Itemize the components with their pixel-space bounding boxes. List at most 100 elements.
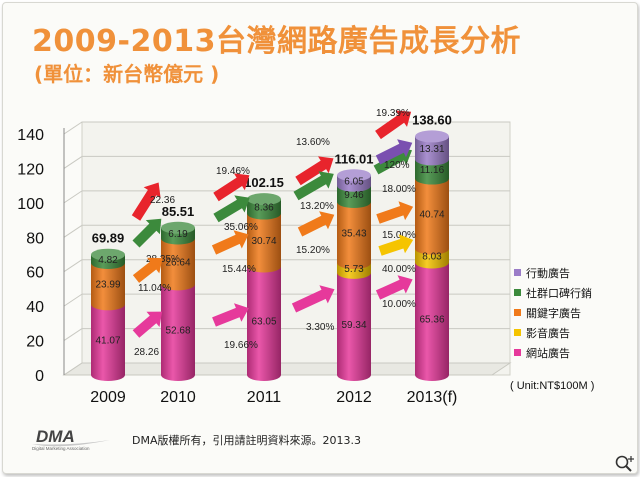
- bar-top-cap: [247, 193, 281, 206]
- growth-label: 22.36: [150, 195, 175, 206]
- growth-label: 13.60%: [296, 137, 330, 148]
- bar-value-label: 11.16: [420, 165, 445, 176]
- gridline-depth: [63, 224, 83, 238]
- growth-arrow: [211, 230, 249, 255]
- legend-swatch: [514, 349, 521, 356]
- page-title: 2009-2013台灣網路廣告成長分析: [32, 24, 521, 59]
- bar-segment-2013(f): [415, 262, 449, 381]
- bar-segment-2011: [247, 266, 281, 381]
- y-tick-label: 100: [17, 196, 44, 213]
- growth-label: 15.44%: [222, 264, 256, 275]
- growth-arrow: [293, 171, 334, 201]
- bar-value-label: 26.64: [165, 257, 190, 268]
- y-tick-label: 40: [26, 299, 44, 316]
- growth-arrow: [375, 139, 413, 165]
- growth-arrow: [378, 234, 414, 256]
- growth-arrow: [132, 257, 163, 283]
- bar-value-label: 52.68: [165, 326, 190, 337]
- bar-value-label: 9.46: [344, 190, 364, 201]
- bar-top-cap: [415, 130, 449, 143]
- bar-value-label: 6.19: [168, 229, 188, 240]
- legend-swatch: [514, 329, 521, 336]
- bar-total-label: 138.60: [412, 112, 452, 127]
- legend-swatch: [514, 289, 521, 296]
- growth-label: 28.35%: [146, 254, 180, 265]
- growth-arrow: [295, 156, 334, 186]
- x-tick-label: 2012: [336, 389, 372, 406]
- bar-value-label: 8.03: [422, 252, 442, 263]
- x-tick-label: 2010: [160, 389, 196, 406]
- bar-total-label: 102.15: [244, 175, 284, 190]
- bar-value-label: 6.05: [344, 177, 364, 188]
- bar-segment-2011: [247, 213, 281, 273]
- bar-segment-2013(f): [415, 178, 449, 255]
- bar-top-cap: [337, 169, 371, 182]
- y-tick-label: 140: [17, 127, 44, 144]
- growth-label: 10.00%: [382, 299, 416, 310]
- growth-label: 15.20%: [296, 245, 330, 256]
- footer: DMA Digital Marketing Association DMA版權所…: [30, 426, 450, 452]
- x-tick-label: 2013(f): [407, 389, 458, 406]
- bar-segment-2009: [91, 263, 125, 311]
- y-tick-label: 60: [26, 265, 44, 282]
- y-tick-label: 20: [26, 334, 44, 351]
- growth-arrow: [132, 311, 163, 338]
- bar-value-label: 35.43: [341, 228, 366, 239]
- growth-arrow: [373, 147, 412, 175]
- growth-arrow: [213, 195, 250, 223]
- legend-swatch: [514, 309, 521, 316]
- bar-total-label: 116.01: [334, 151, 373, 166]
- growth-label: 18.00%: [382, 184, 416, 195]
- x-tick-label: 2009: [90, 389, 126, 406]
- svg-text:DMA: DMA: [36, 427, 75, 446]
- growth-arrow: [132, 218, 162, 248]
- growth-arrow: [375, 275, 413, 300]
- gridline-depth: [63, 362, 83, 376]
- growth-arrow: [376, 201, 414, 224]
- bar-top-cap: [161, 221, 195, 234]
- bar-segment-2010: [161, 238, 195, 291]
- bar-segment-2012: [337, 272, 371, 381]
- growth-label: 11.04%: [138, 283, 171, 294]
- zoom-icon[interactable]: [614, 454, 636, 474]
- dma-logo: DMA Digital Marketing Association: [32, 427, 110, 451]
- growth-arrow: [131, 182, 161, 221]
- growth-label: 28.26: [134, 347, 159, 358]
- bar-total-label: 69.89: [92, 231, 125, 246]
- bar-value-label: 40.74: [419, 210, 444, 221]
- gridline-depth: [63, 328, 83, 341]
- bar-segment-2012: [337, 185, 371, 208]
- bar-segment-2013(f): [415, 136, 449, 166]
- growth-label: 19.39%: [376, 108, 410, 119]
- legend-label: 影音廣告: [526, 326, 570, 340]
- y-tick-label: 0: [35, 368, 44, 385]
- unit-note: ( Unit:NT$100M ): [510, 380, 594, 392]
- bar-segment-2009: [91, 304, 125, 381]
- bar-value-label: 13.31: [419, 144, 444, 155]
- bar-value-label: 63.05: [251, 317, 276, 328]
- bar-top-cap: [91, 248, 125, 261]
- bar-segment-2013(f): [415, 159, 449, 185]
- x-tick-label: 2011: [247, 389, 282, 406]
- growth-label: 35.06%: [224, 222, 258, 233]
- growth-label: 3.30%: [306, 322, 334, 333]
- growth-label: 15.00%: [382, 230, 416, 241]
- legend-label: 行動廣告: [526, 266, 570, 280]
- page-subtitle: (單位：新台幣億元 ): [34, 62, 220, 86]
- gridline-depth: [63, 259, 83, 273]
- svg-text:Digital Marketing Association: Digital Marketing Association: [32, 446, 90, 451]
- growth-label: 13.20%: [300, 201, 334, 212]
- gridline-depth: [63, 156, 83, 169]
- gridline-depth: [63, 190, 83, 204]
- bar-value-label: 23.99: [95, 280, 120, 291]
- bar-total-label: 85.51: [162, 204, 195, 219]
- gridline-depth: [63, 293, 83, 307]
- y-tick-label: 80: [26, 230, 44, 247]
- bar-value-label: 41.07: [95, 336, 120, 347]
- bar-segment-2010: [161, 284, 195, 381]
- legend-label: 社群口碑行銷: [526, 286, 592, 300]
- growth-label: 40.00%: [382, 264, 416, 275]
- growth-arrow: [297, 211, 335, 237]
- growth-arrow: [291, 285, 335, 313]
